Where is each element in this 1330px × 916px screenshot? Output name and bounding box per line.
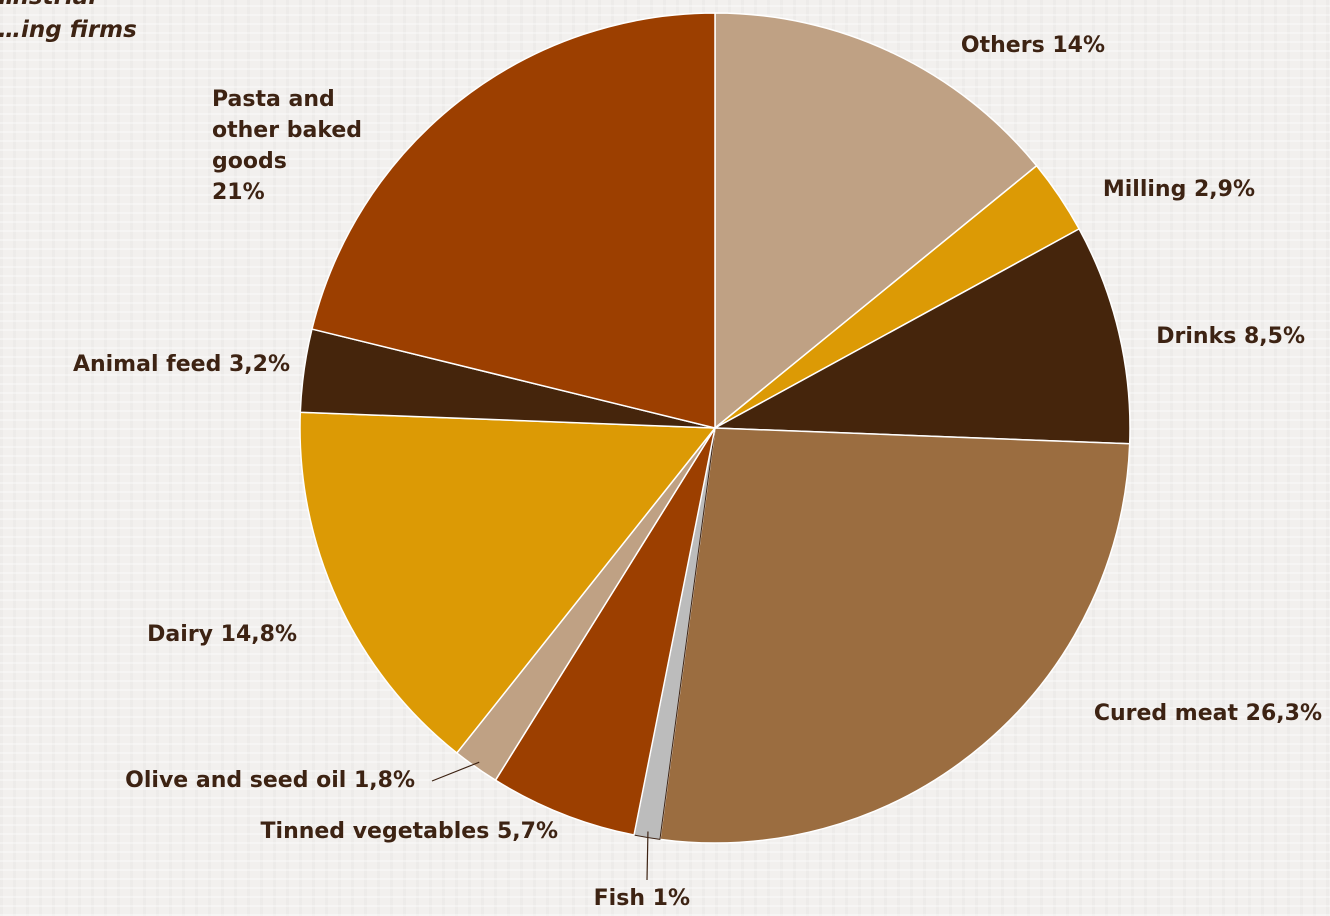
pie-slices [299, 12, 1131, 844]
slice-pasta-and-other-baked-goods [311, 12, 716, 429]
label-pasta-and-other-baked-goods: Pasta and other baked goods 21% [212, 87, 362, 205]
slice-drinks [714, 228, 1131, 445]
leader-line-fish [646, 831, 649, 881]
label-cured-meat: Cured meat 26,3% [1094, 701, 1322, 726]
label-tinned-vegetables: Tinned vegetables 5,7% [261, 819, 558, 844]
label-others: Others 14% [961, 33, 1105, 58]
label-line: Pasta and [212, 87, 335, 112]
slice-others [714, 12, 1038, 429]
label-dairy: Dairy 14,8% [147, 622, 297, 647]
leader-line-olive-and-seed-oil [431, 761, 480, 782]
label-animal-feed: Animal feed 3,2% [73, 352, 290, 377]
label-line: 21% [212, 180, 265, 205]
slice-tinned-vegetables [494, 427, 716, 836]
label-olive-and-seed-oil: Olive and seed oil 1,8% [125, 768, 415, 793]
slice-cured-meat [659, 427, 1131, 844]
label-drinks: Drinks 8,5% [1156, 324, 1305, 349]
leader-lines [431, 761, 649, 881]
label-line: other baked [212, 118, 362, 143]
chart-subtitle-line-1: …istrial [0, 0, 96, 10]
slice-dairy [299, 411, 716, 754]
slice-labels: Others 14% Milling 2,9% Drinks 8,5% Cured m… [73, 33, 1322, 911]
chart-subtitle-line-2: …ing firms [0, 17, 137, 43]
label-fish: Fish 1% [594, 886, 690, 911]
label-line: goods [212, 149, 287, 174]
label-milling: Milling 2,9% [1103, 177, 1255, 202]
